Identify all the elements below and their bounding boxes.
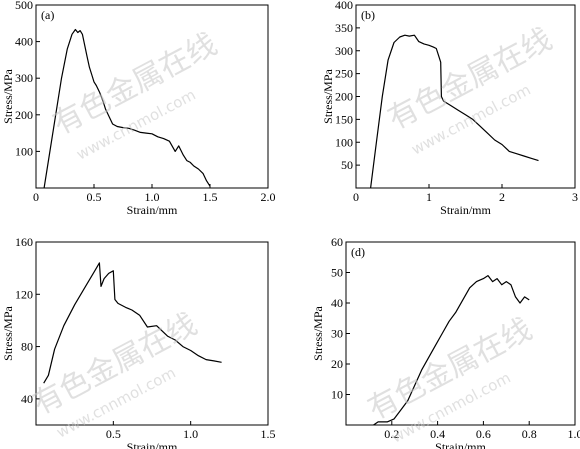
y-tick-label: 80 (21, 340, 33, 354)
y-tick-label: 250 (335, 67, 353, 81)
chart-panel-4: 0.2 0.4 0.6 0.8 1.0 10 20 30 40 50 60 Strain/mm Stre… (311, 235, 580, 449)
plot-frame (35, 4, 269, 189)
x-tick-label: 1.0 (145, 190, 160, 204)
x-tick-label: 1.0 (183, 427, 198, 441)
y-tick-label: 120 (15, 287, 33, 301)
panel-label: (a) (41, 8, 54, 22)
x-axis-title: Strain/mm (127, 440, 178, 449)
x-tick-label: 2.0 (261, 190, 276, 204)
y-tick-label: 200 (335, 90, 353, 104)
y-tick-label: 400 (335, 0, 353, 12)
x-tick-label: 1.0 (568, 427, 580, 441)
x-tick-label: 0.8 (522, 427, 537, 441)
y-tick-label: 40 (21, 392, 33, 406)
y-tick-label: 300 (335, 44, 353, 58)
y-tick-label: 40 (331, 296, 343, 310)
x-axis-title: Strain/mm (435, 440, 486, 449)
y-tick-label: 20 (331, 357, 343, 371)
x-tick-label: 0 (353, 190, 359, 204)
x-axis-title: Strain/mm (440, 203, 491, 217)
y-tick-label: 100 (15, 144, 33, 158)
y-tick-label: 300 (15, 71, 33, 85)
x-tick-label: 0.5 (106, 427, 121, 441)
y-tick-label: 100 (335, 135, 353, 149)
stress-strain-curve (43, 262, 222, 384)
y-tick-label: 10 (331, 388, 343, 402)
y-tick-label: 30 (331, 327, 343, 341)
y-tick-label: 50 (341, 158, 353, 172)
x-tick-label: 0.6 (476, 427, 491, 441)
panel-label: (b) (361, 8, 375, 22)
x-tick-label: 1 (426, 190, 432, 204)
y-tick-label: 160 (15, 235, 33, 249)
y-axis-title: Stress/MPa (1, 305, 15, 360)
x-tick-label: 0 (33, 190, 39, 204)
plot-frame (35, 241, 269, 426)
x-tick-label: 1.5 (203, 190, 218, 204)
y-tick-label: 350 (335, 21, 353, 35)
y-tick-label: 500 (15, 0, 33, 12)
chart-panel-2: 0 1 2 350100150200250300350400Strain/mmStre… (321, 0, 578, 217)
x-tick-label: 0.2 (384, 427, 399, 441)
x-tick-label: 3 (572, 190, 578, 204)
stress-strain-curve (43, 28, 211, 189)
y-axis-title: Stress/MPa (311, 305, 325, 360)
y-axis-title: Stress/MPa (1, 68, 15, 123)
chart-panel-1: 0 0.5 1.0 1.5 2.0 100 200 300 400 500 Strain/mm Str… (1, 0, 276, 217)
chart-panel-3: 0.5 1.0 1.5 40 80 120 160 Strain/mm Stress/MPa (1, 235, 276, 449)
y-tick-label: 60 (331, 235, 343, 249)
y-tick-label: 150 (335, 112, 353, 126)
panel-label: (d) (351, 245, 365, 259)
x-tick-label: 0.5 (87, 190, 102, 204)
y-tick-label: 200 (15, 108, 33, 122)
x-tick-label: 0.4 (430, 427, 445, 441)
watermark-layer: 有色金属在线 www.cnnmol.com 有色金属在线 www.cnnmol.… (27, 22, 557, 447)
y-axis-title: Stress/MPa (321, 68, 335, 123)
y-tick-label: 400 (15, 35, 33, 49)
stress-strain-curve (370, 34, 539, 189)
y-tick-label: 50 (331, 266, 343, 280)
x-tick-label: 2 (499, 190, 505, 204)
x-axis-title: Strain/mm (127, 203, 178, 217)
x-tick-label: 1.5 (261, 427, 276, 441)
stress-strain-curve (373, 275, 530, 426)
